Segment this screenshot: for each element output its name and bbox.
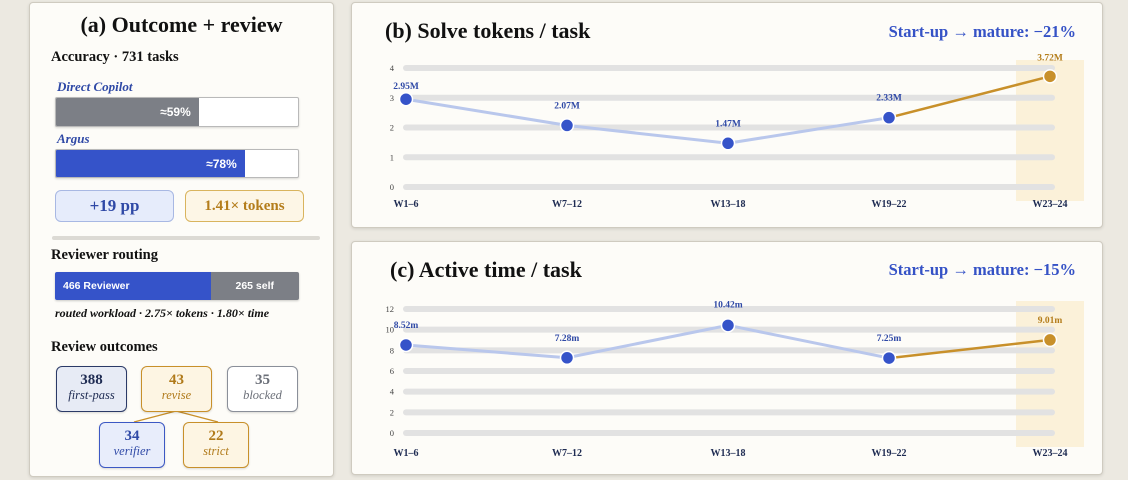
outcome-review-panel: (a) Outcome + review Accuracy · 731 task… — [29, 2, 334, 477]
direct-copilot-label: Direct Copilot — [57, 79, 133, 94]
y-tick-label: 2 — [390, 123, 394, 133]
outcome-connectors — [133, 410, 219, 423]
first-pass-count: 388 — [80, 372, 103, 388]
routing-note: routed workload · 2.75× tokens · 1.80× t… — [55, 306, 270, 320]
verifier-count: 34 — [124, 428, 140, 444]
data-point — [720, 136, 736, 151]
data-label: 7.28m — [555, 334, 580, 344]
data-point — [1042, 332, 1058, 348]
revise-label: revise — [161, 388, 192, 402]
data-label: 2.95M — [393, 82, 419, 92]
self-segment: 265 self — [210, 272, 299, 300]
data-point — [881, 110, 897, 125]
y-tick-label: 8 — [390, 345, 394, 355]
data-label: 1.47M — [715, 119, 741, 129]
direct-copilot-fill: ≈59% — [56, 98, 199, 126]
self-segment-label: 265 self — [235, 280, 275, 292]
series-line-mature — [888, 338, 1051, 360]
y-tick-label: 1 — [390, 152, 394, 162]
y-tick-label: 0 — [390, 428, 394, 438]
x-tick-label: W7–12 — [552, 448, 582, 459]
panel-c-title: (c) Active time / task — [390, 257, 582, 282]
blocked-label: blocked — [243, 388, 282, 402]
data-point — [720, 318, 736, 333]
x-tick-label: W13–18 — [711, 448, 746, 459]
accuracy-heading: Accuracy · 731 tasks — [51, 49, 179, 65]
argus-fill: ≈78% — [56, 150, 245, 177]
x-tick-label: W19–22 — [872, 448, 907, 459]
data-label: 2.07M — [554, 101, 580, 111]
section-divider — [52, 236, 320, 240]
blocked-count: 35 — [255, 372, 270, 388]
series-line-startup — [405, 97, 890, 145]
reviewer-segment-label: 466 Reviewer — [63, 280, 130, 292]
routing-heading: Reviewer routing — [51, 247, 158, 263]
x-tick-label: W7–12 — [552, 199, 582, 210]
solve-tokens-chart: 0 1 2 3 4 W1–6 W7–12 W13–18 W19–22 W23–24 2.95M 2.0… — [390, 53, 1084, 210]
data-label: 3.72M — [1037, 53, 1063, 63]
strict-label: strict — [203, 444, 229, 458]
y-tick-label: 12 — [386, 304, 395, 314]
panel-b-headline: Start-up → mature: −21% — [888, 22, 1076, 41]
reviewer-segment: 466 Reviewer — [55, 272, 211, 300]
panel-a-title: (a) Outcome + review — [80, 12, 283, 37]
x-tick-label: W1–6 — [394, 199, 419, 210]
x-tick-label: W13–18 — [711, 199, 746, 210]
verifier-box: 34 verifier — [99, 422, 165, 468]
y-tick-label: 10 — [386, 325, 395, 335]
y-tick-label: 4 — [390, 387, 395, 397]
y-tick-label: 3 — [390, 93, 394, 103]
y-tick-label: 6 — [390, 366, 394, 376]
argus-label: Argus — [57, 131, 90, 146]
data-point — [398, 337, 414, 353]
argus-value: ≈78% — [206, 156, 237, 171]
direct-copilot-value: ≈59% — [160, 105, 191, 119]
series-line-mature — [888, 75, 1051, 119]
strict-count: 22 — [208, 428, 224, 444]
data-point — [881, 350, 897, 366]
data-label: 2.33M — [876, 94, 902, 104]
x-tick-label: W23–24 — [1033, 199, 1068, 210]
direct-copilot-accuracy-bar: ≈59% — [55, 97, 299, 127]
revise-box: 43 revise — [141, 366, 212, 412]
series-line-startup — [405, 323, 890, 360]
revise-strict-connector — [175, 410, 219, 423]
y-tick-label: 0 — [390, 182, 394, 192]
revise-verifier-connector — [133, 410, 177, 423]
solve-tokens-panel: (b) Solve tokens / task Start-up → matur… — [351, 2, 1103, 228]
blocked-box: 35 blocked — [227, 366, 298, 412]
data-point — [398, 91, 414, 107]
first-pass-box: 388 first-pass — [56, 366, 127, 412]
verifier-label: verifier — [113, 444, 151, 458]
token-cost-pill: 1.41× tokens — [185, 190, 304, 222]
data-label: 8.52m — [394, 321, 419, 331]
panel-b-title: (b) Solve tokens / task — [385, 18, 591, 43]
active-time-panel: (c) Active time / task Start-up → mature… — [351, 241, 1103, 475]
strict-box: 22 strict — [183, 422, 249, 468]
data-point — [1042, 69, 1058, 84]
y-tick-label: 4 — [390, 63, 395, 73]
x-tick-label: W1–6 — [394, 448, 419, 459]
data-point — [559, 118, 575, 133]
routing-bar: 466 Reviewer 265 self — [55, 272, 299, 300]
outcomes-heading: Review outcomes — [51, 339, 158, 355]
y-tick-label: 2 — [390, 407, 394, 417]
first-pass-label: first-pass — [68, 388, 115, 402]
x-tick-label: W23–24 — [1033, 448, 1068, 459]
data-label: 7.25m — [877, 334, 902, 344]
data-point — [559, 350, 575, 366]
active-time-chart: 0 2 4 6 8 10 12 W1–6 W7–12 W13–18 W19–22 W23–24 8.52… — [386, 300, 1084, 459]
accuracy-gain-pill: +19 pp — [55, 190, 174, 222]
panel-c-headline: Start-up → mature: −15% — [888, 260, 1076, 279]
revise-count: 43 — [169, 372, 184, 388]
data-label: 10.42m — [713, 300, 742, 310]
data-label: 9.01m — [1038, 316, 1063, 326]
argus-accuracy-bar: ≈78% — [55, 149, 299, 178]
x-tick-label: W19–22 — [872, 199, 907, 210]
